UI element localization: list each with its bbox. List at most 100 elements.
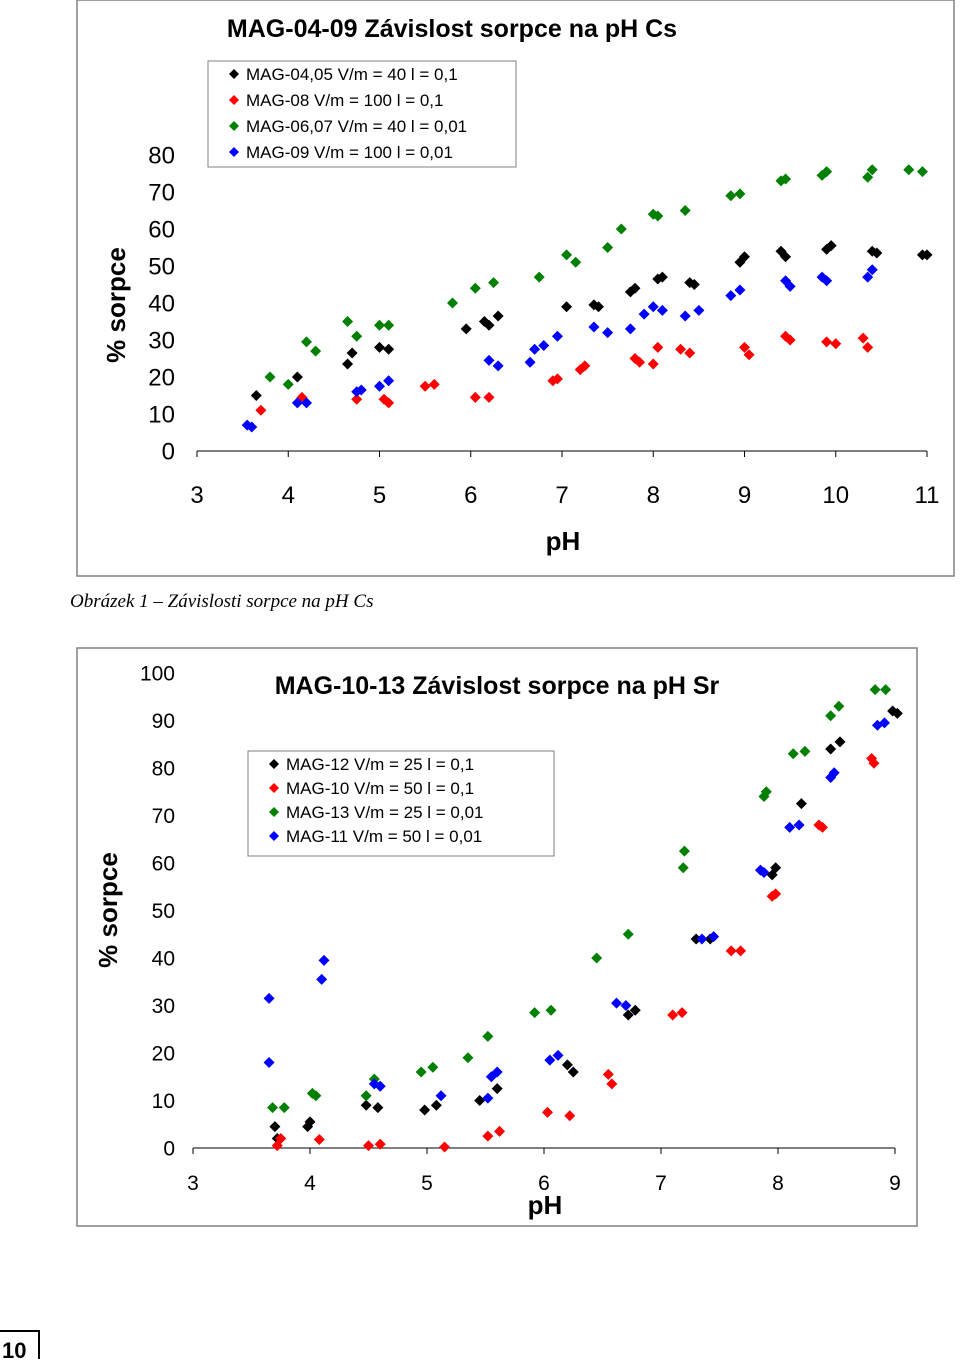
data-point-series-3: [427, 1061, 439, 1073]
data-point-series-3: [310, 345, 322, 357]
data-point-series-1: [688, 279, 700, 290]
data-point-series-2: [439, 1141, 451, 1153]
x-tick-label: 8: [647, 482, 660, 509]
data-point-series-2: [739, 341, 750, 353]
data-point-series-1: [419, 1104, 431, 1116]
data-point-series-3: [833, 700, 845, 712]
data-point-series-2: [579, 360, 591, 372]
chart2-ylabel: % sorpce: [93, 852, 123, 968]
data-point-series-3: [529, 1007, 541, 1019]
y-tick-label: 10: [152, 1090, 175, 1113]
data-point-series-1: [561, 1059, 573, 1071]
data-point-series-4: [551, 330, 563, 342]
data-point-series-2: [675, 343, 687, 355]
data-point-series-2: [363, 1140, 374, 1152]
data-point-series-4: [679, 310, 691, 322]
data-point-series-1: [795, 798, 807, 810]
data-point-series-4: [602, 327, 614, 339]
data-point-series-4: [696, 933, 708, 945]
data-point-series-1: [460, 323, 472, 335]
data-point-series-2: [383, 397, 395, 409]
data-point-series-4: [263, 992, 275, 1004]
data-point-series-4: [246, 421, 258, 433]
y-tick-label: 60: [148, 216, 175, 243]
data-point-series-4: [638, 308, 650, 320]
data-point-series-2: [868, 757, 880, 769]
chart2-frame: [76, 647, 918, 1227]
data-point-series-3: [869, 684, 881, 696]
legend-box: [247, 750, 555, 857]
x-tick-label: 9: [889, 1172, 901, 1195]
chart2-title: MAG-10-13 Závislost sorpce na pH Sr: [275, 672, 720, 700]
x-tick-label: 11: [915, 482, 940, 509]
data-point-series-2: [862, 341, 874, 353]
data-point-series-3: [622, 928, 634, 940]
data-point-series-1: [474, 1095, 486, 1106]
chart2-points: [263, 684, 903, 1153]
x-tick-label: 4: [282, 482, 295, 509]
data-point-series-3: [679, 205, 691, 216]
legend-label: MAG-11 V/m = 50 l = 0,01: [286, 827, 482, 846]
data-point-series-3: [880, 684, 892, 696]
data-point-series-1: [372, 1102, 384, 1114]
data-point-series-1: [491, 1083, 503, 1095]
y-tick-label: 50: [152, 900, 175, 923]
x-tick-label: 7: [555, 482, 568, 509]
data-point-series-3: [615, 223, 627, 235]
data-point-series-2: [606, 1078, 618, 1090]
data-point-series-4: [708, 931, 720, 943]
legend-box: [207, 60, 517, 168]
data-point-series-3: [310, 1090, 322, 1102]
data-point-series-4: [725, 290, 737, 302]
data-point-series-1: [775, 245, 787, 257]
data-point-series-3: [267, 1102, 279, 1114]
data-point-series-3: [570, 256, 582, 268]
data-point-series-4: [784, 821, 796, 833]
data-point-series-3: [342, 316, 354, 327]
data-point-series-1: [770, 862, 782, 874]
data-point-series-2: [483, 391, 495, 403]
chart1-ylabel: % sorpce: [101, 247, 131, 363]
data-point-series-2: [351, 393, 363, 405]
data-point-series-4: [355, 384, 367, 396]
chart1-x-tick-labels: 3 4 5 6 7 8 9 10 11: [190, 482, 939, 509]
data-point-series-1: [360, 1099, 372, 1111]
data-point-series-2: [743, 349, 755, 361]
data-point-series-1: [629, 1004, 641, 1016]
chart1-xlabel: pH: [546, 526, 581, 556]
data-point-series-1: [304, 1116, 316, 1128]
chart2-legend: MAG-12 V/m = 25 l = 0,1 MAG-10 V/m = 50 l…: [247, 750, 555, 857]
data-point-series-4: [383, 375, 395, 387]
data-point-series-4: [758, 867, 770, 878]
data-point-series-3: [862, 171, 874, 183]
x-tick-label: 8: [772, 1172, 784, 1195]
data-point-series-4: [482, 1092, 494, 1104]
y-tick-label: 0: [163, 1137, 175, 1160]
data-point-series-4: [862, 271, 874, 283]
data-point-series-1: [690, 933, 702, 945]
chart1-points: [241, 164, 933, 433]
data-point-series-2: [821, 336, 833, 348]
chart1-axis-line: [196, 450, 928, 457]
data-point-series-1: [291, 371, 303, 383]
y-tick-label: 30: [152, 995, 175, 1018]
legend-label: MAG-09 V/m = 100 l = 0,01: [246, 143, 453, 162]
data-point-series-3: [677, 862, 689, 874]
data-point-series-3: [447, 297, 458, 309]
data-point-series-1: [622, 1009, 634, 1021]
legend-marker: [229, 147, 239, 157]
data-point-series-3: [545, 1004, 557, 1016]
data-point-series-1: [891, 707, 903, 719]
data-point-series-3: [725, 190, 737, 202]
y-tick-label: 30: [148, 327, 175, 354]
data-point-series-4: [263, 1057, 275, 1068]
data-point-series-1: [871, 247, 883, 259]
data-point-series-3: [488, 277, 500, 289]
data-point-series-1: [483, 319, 495, 331]
data-point-series-2: [494, 1125, 506, 1137]
data-point-series-1: [492, 310, 504, 322]
data-point-series-3: [734, 188, 746, 200]
data-point-series-3: [678, 845, 690, 857]
data-point-series-2: [735, 945, 747, 957]
